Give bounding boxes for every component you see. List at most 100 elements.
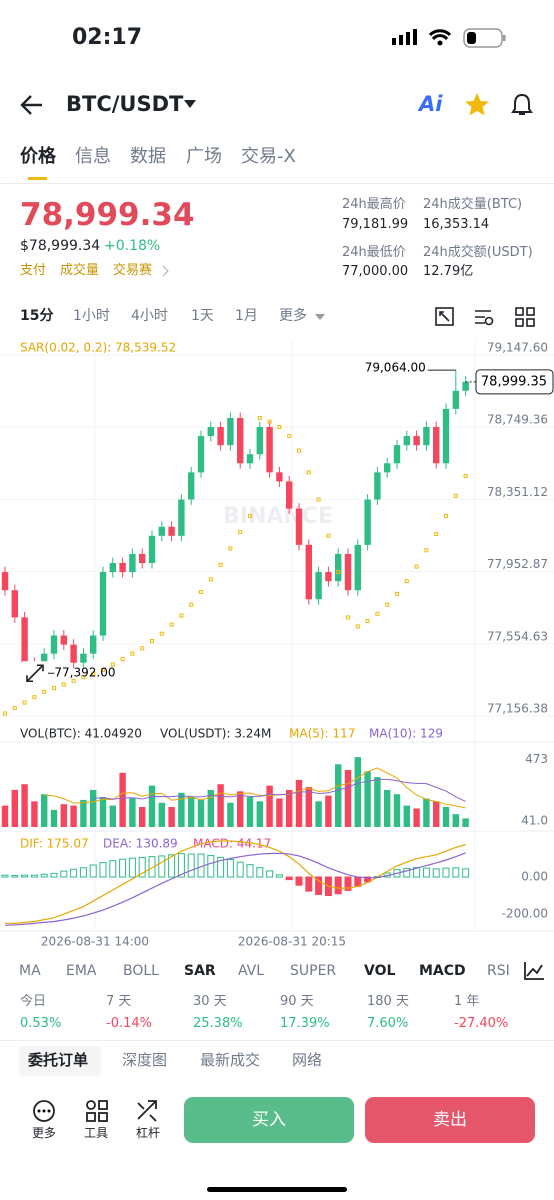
volume-bar <box>178 792 185 827</box>
volume-bar <box>207 789 214 827</box>
sell-button[interactable]: 卖出 <box>365 1097 535 1143</box>
stat-value: 77,000.00 <box>342 264 409 279</box>
back-button[interactable] <box>20 94 44 116</box>
sar-dot <box>287 434 292 439</box>
y-tick-label: 78,749.36 <box>487 413 548 427</box>
indicator[interactable]: RSI <box>487 963 510 979</box>
indicator[interactable]: SUPER <box>290 963 337 979</box>
link[interactable]: 支付 <box>20 263 47 278</box>
sar-dot <box>267 419 272 424</box>
indicator[interactable]: EMA <box>66 963 97 979</box>
bottom-tab[interactable]: 委托订单 <box>28 1051 89 1069</box>
sar-dot <box>444 513 448 518</box>
indicator[interactable]: MA <box>19 963 41 979</box>
link[interactable]: 成交量 <box>60 263 100 278</box>
sar-dot <box>150 638 154 643</box>
x-label: 2026-08-31 20:15 <box>238 935 346 949</box>
macd-bar <box>295 876 303 886</box>
tab-highlight <box>19 1046 101 1076</box>
period: 90 天 <box>280 994 314 1009</box>
favorite-star[interactable] <box>464 92 490 118</box>
interval[interactable]: 1天 <box>191 308 214 324</box>
macd-bar <box>99 862 107 878</box>
macd-bar <box>266 870 274 878</box>
volume-bar <box>41 794 48 827</box>
volume-legend: MA(5): 117 <box>289 727 355 741</box>
candle-body <box>80 653 87 663</box>
ai-button[interactable]: Ai <box>419 92 443 116</box>
tab[interactable]: 信息 <box>75 146 111 167</box>
macd-bar <box>226 858 234 878</box>
candle-body <box>70 644 77 663</box>
interval[interactable]: 4小时 <box>131 308 168 324</box>
interval[interactable]: 1小时 <box>73 308 110 324</box>
y-tick-label: 79,147.60 <box>487 340 548 354</box>
y-tick-label: 473 <box>525 752 548 766</box>
volume-bar <box>344 769 352 827</box>
volume-bar <box>148 785 156 827</box>
notification-bell[interactable] <box>510 92 534 118</box>
chevron <box>162 265 169 277</box>
sar-dot <box>71 678 76 683</box>
interval[interactable]: 15分 <box>20 308 54 324</box>
indicator[interactable]: MACD <box>419 963 466 979</box>
sar-dot <box>159 631 164 636</box>
indicator[interactable]: AVL <box>238 963 265 979</box>
candle-body <box>139 553 146 564</box>
indicator[interactable]: VOL <box>364 963 396 979</box>
sar-dot <box>316 497 321 502</box>
candle-body <box>266 427 273 473</box>
sar-dot <box>32 695 37 700</box>
candle-body <box>178 499 185 536</box>
volume-bar <box>139 807 146 827</box>
candle-body <box>90 635 97 654</box>
sar-dot <box>130 651 135 656</box>
pair-title[interactable]: BTC/USDT <box>66 92 184 116</box>
indicator[interactable]: SAR <box>184 963 216 979</box>
macd-bar <box>70 868 78 878</box>
tab[interactable]: 价格 <box>20 146 56 167</box>
volume-bar <box>90 789 97 827</box>
macd-bar <box>50 872 58 878</box>
sar-dot <box>297 448 301 453</box>
action-label[interactable]: 更多 <box>32 1126 57 1140</box>
action-label[interactable]: 杠杆 <box>136 1126 161 1140</box>
indicator[interactable]: BOLL <box>123 963 159 979</box>
sar-dot <box>81 675 86 680</box>
tab[interactable]: 广场 <box>186 146 222 167</box>
candle-body <box>227 417 234 446</box>
macd-legend: DIF: 175.07 <box>20 837 89 851</box>
volume-bar <box>354 757 361 827</box>
link[interactable]: 交易赛 <box>113 263 153 278</box>
pair-caret <box>184 100 196 108</box>
macd-bar <box>138 856 146 878</box>
candle-body <box>99 572 107 636</box>
interval[interactable]: 更多 <box>279 308 307 324</box>
volume-bar <box>256 801 263 827</box>
period-change: -27.40% <box>454 1016 509 1031</box>
last-price-label: 78,999.35 <box>481 374 547 389</box>
bottom-tab[interactable]: 最新成交 <box>200 1051 261 1069</box>
period: 30 天 <box>193 994 227 1009</box>
sar-dot <box>22 700 27 705</box>
macd-bar <box>187 853 195 878</box>
stat-value: 16,353.14 <box>423 217 490 232</box>
price-change: +0.18% <box>104 238 161 254</box>
period: 180 天 <box>367 994 409 1009</box>
macd-bar <box>109 860 117 878</box>
indicator-settings[interactable] <box>514 956 554 986</box>
interval[interactable]: 1月 <box>235 308 258 324</box>
buy-button[interactable]: 买入 <box>184 1097 354 1143</box>
bottom-tab[interactable]: 深度图 <box>122 1051 168 1069</box>
candle-body <box>442 408 450 464</box>
bottom-tab[interactable]: 网络 <box>292 1051 323 1069</box>
tab[interactable]: 交易-X <box>241 146 296 167</box>
tab[interactable]: 数据 <box>130 146 166 167</box>
indicator-icon <box>524 962 544 980</box>
action-label[interactable]: 工具 <box>84 1126 109 1140</box>
candle-body <box>148 535 156 564</box>
volume-bar <box>188 797 195 827</box>
chart-tools[interactable] <box>434 306 544 328</box>
candle-body <box>335 553 342 582</box>
sar-label: SAR(0.02, 0.2): 78,539.52 <box>20 341 176 355</box>
